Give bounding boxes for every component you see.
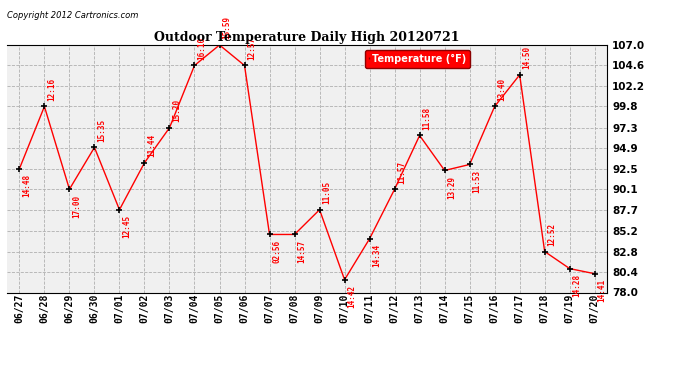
Text: 14:41: 14:41 [598,279,607,302]
Text: 12:57: 12:57 [247,37,256,60]
Text: 16:10: 16:10 [197,37,206,60]
Text: 14:57: 14:57 [297,240,306,263]
Text: 13:40: 13:40 [497,78,506,101]
Text: 02:56: 02:56 [273,240,282,263]
Text: 15:59: 15:59 [222,16,231,39]
Text: 14:48: 14:48 [22,174,31,197]
Text: 17:00: 17:00 [72,195,81,218]
Title: Outdoor Temperature Daily High 20120721: Outdoor Temperature Daily High 20120721 [155,31,460,44]
Text: 12:52: 12:52 [547,223,556,246]
Text: 14:34: 14:34 [373,244,382,267]
Legend: Temperature (°F): Temperature (°F) [365,50,471,68]
Text: 15:20: 15:20 [172,99,181,122]
Text: 14:42: 14:42 [347,285,356,308]
Text: 12:16: 12:16 [47,78,56,101]
Text: 11:44: 11:44 [147,134,156,157]
Text: Copyright 2012 Cartronics.com: Copyright 2012 Cartronics.com [7,11,138,20]
Text: 14:50: 14:50 [522,46,531,69]
Text: 11:05: 11:05 [322,181,331,204]
Text: 15:35: 15:35 [97,119,106,142]
Text: 13:29: 13:29 [447,176,456,199]
Text: 11:58: 11:58 [422,107,431,130]
Text: 11:53: 11:53 [473,170,482,193]
Text: 14:28: 14:28 [573,274,582,297]
Text: 12:45: 12:45 [122,215,131,238]
Text: 11:57: 11:57 [397,160,406,184]
